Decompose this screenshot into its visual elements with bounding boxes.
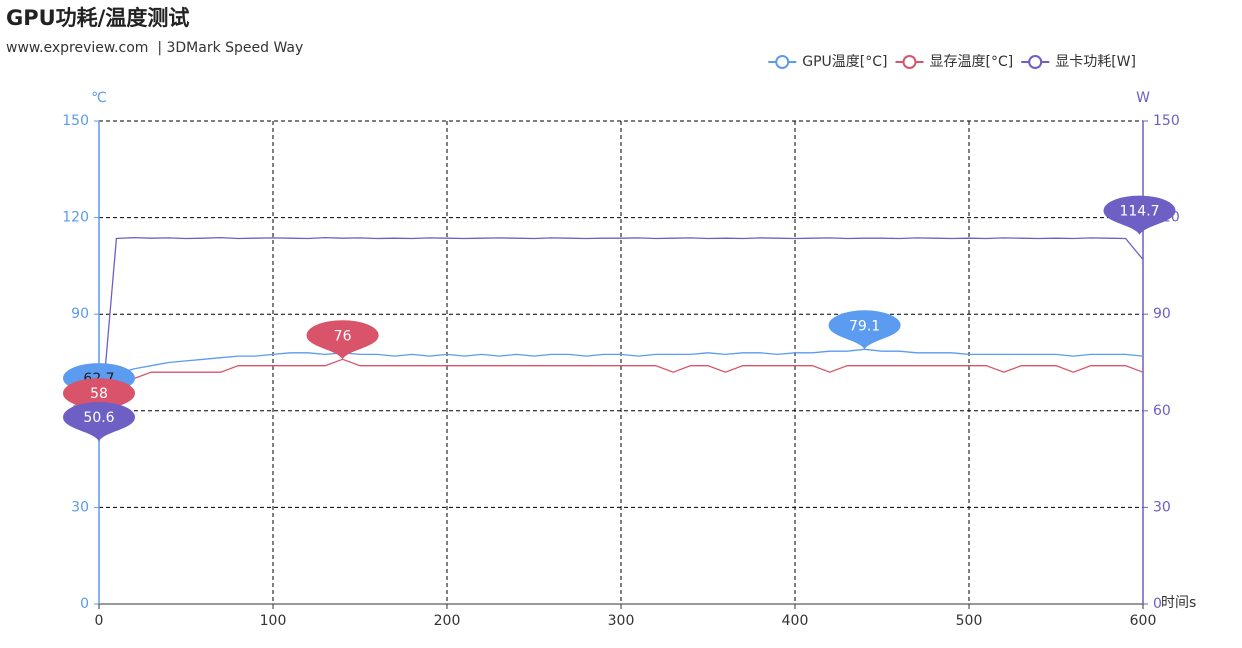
mark-label: 76 [334,328,352,344]
mark-label: 50.6 [83,410,114,426]
y-tick-label: 90 [71,306,89,322]
y2-tick-label: 90 [1153,306,1171,322]
legend-label: GPU温度[°C] [802,54,887,70]
mark-pin [828,310,901,350]
y2-axis-label: W [1136,90,1150,106]
y2-tick-label: 30 [1153,499,1171,515]
mark-label: 79.1 [849,318,880,334]
series-line [98,348,1144,403]
legend-label: 显卡功耗[W] [1055,54,1136,70]
series-line [98,358,1144,418]
x-tick-label: 300 [608,613,635,629]
x-tick-label: 500 [956,613,983,629]
mark-pin [63,402,135,442]
legend-swatch [1028,55,1043,69]
y2-tick-label: 150 [1153,113,1180,129]
y2-tick-label: 60 [1153,403,1171,419]
x-tick-label: 200 [434,613,461,629]
y-tick-label: 30 [71,499,89,515]
series-line [98,236,1144,442]
y-tick-label: 150 [62,113,89,129]
legend-swatch [775,55,790,69]
y-axis-label: ℃ [91,90,107,106]
y-tick-label: 0 [80,596,89,612]
mark-label: 58 [90,386,108,402]
legend-label: 显存温度[°C] [930,54,1014,70]
x-tick-label: 400 [782,613,809,629]
y2-tick-label: 0 [1153,596,1162,612]
mark-label: 114.7 [1119,204,1159,220]
x-axis-label: 时间s [1161,595,1196,611]
mark-pin [1103,195,1176,235]
chart-subtitle: www.expreview.com | 3DMark Speed Way [6,40,303,56]
x-tick-label: 0 [95,613,104,629]
y-tick-label: 120 [62,210,89,226]
x-tick-label: 600 [1130,613,1157,629]
x-tick-label: 100 [260,613,287,629]
chart-title: GPU功耗/温度测试 [6,6,189,30]
legend-swatch [902,55,917,69]
mark-pin [306,320,379,360]
mark-pin [63,378,135,418]
